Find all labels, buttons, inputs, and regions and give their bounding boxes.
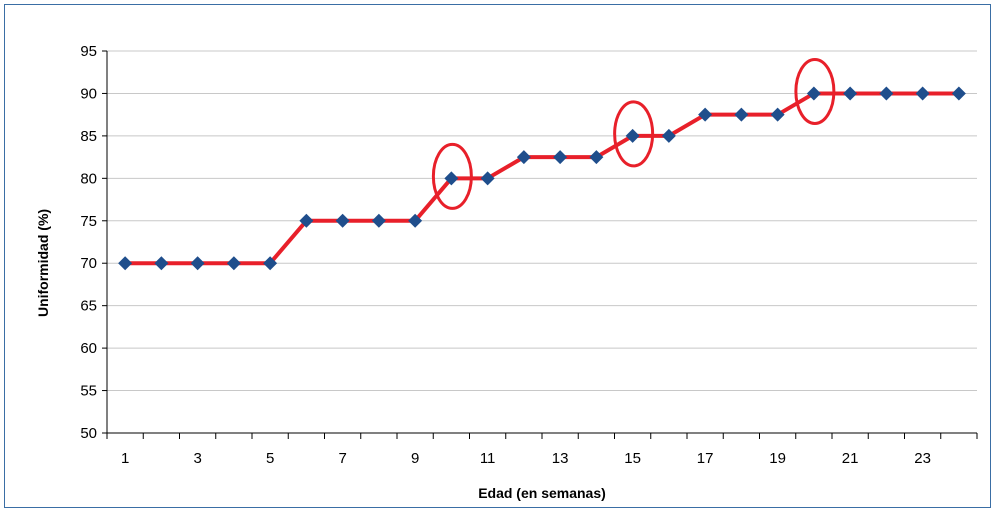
data-point-5 bbox=[263, 256, 278, 271]
y-tick-label-70: 70 bbox=[80, 255, 97, 272]
data-point-6 bbox=[299, 213, 314, 228]
x-tick-label-11: 11 bbox=[480, 450, 496, 467]
x-tick-label-9: 9 bbox=[411, 450, 419, 467]
axes bbox=[102, 50, 978, 439]
data-point-17 bbox=[698, 107, 713, 122]
x-tick-label-1: 1 bbox=[121, 450, 129, 467]
data-point-18 bbox=[734, 107, 749, 122]
x-tick-label-7: 7 bbox=[338, 450, 346, 467]
y-tick-label-95: 95 bbox=[80, 43, 97, 60]
x-axis-title: Edad (en semanas) bbox=[478, 485, 606, 501]
data-point-12 bbox=[516, 150, 531, 165]
data-point-16 bbox=[661, 128, 676, 143]
y-tick-label-85: 85 bbox=[80, 128, 97, 145]
data-point-22 bbox=[879, 86, 894, 101]
x-tick-label-17: 17 bbox=[697, 450, 714, 467]
highlight-circle-10 bbox=[431, 142, 473, 210]
data-point-23 bbox=[915, 86, 930, 101]
y-tick-label-50: 50 bbox=[80, 425, 97, 442]
x-tick-labels: 1 3 5 7 9 11 13 15 17 19 21 23 bbox=[121, 450, 931, 467]
y-tick-label-60: 60 bbox=[80, 340, 97, 357]
highlight-circle-20 bbox=[794, 57, 836, 125]
data-point-1 bbox=[118, 256, 133, 271]
y-axis-title: Uniformidad (%) bbox=[35, 209, 51, 317]
data-point-19 bbox=[770, 107, 785, 122]
grid-lines bbox=[107, 50, 977, 392]
data-point-2 bbox=[154, 256, 169, 271]
markers bbox=[118, 86, 966, 271]
y-tick-label-55: 55 bbox=[80, 383, 97, 400]
data-point-14 bbox=[589, 150, 604, 165]
data-point-15 bbox=[625, 128, 640, 143]
y-tick-label-75: 75 bbox=[80, 213, 97, 230]
x-tick-label-15: 15 bbox=[624, 450, 641, 467]
data-point-24 bbox=[951, 86, 966, 101]
y-tick-label-80: 80 bbox=[80, 170, 97, 187]
data-point-3 bbox=[190, 256, 205, 271]
y-tick-labels: 50 55 60 65 70 75 80 85 90 95 bbox=[80, 43, 97, 442]
x-tick-label-21: 21 bbox=[842, 450, 859, 467]
data-point-13 bbox=[553, 150, 568, 165]
data-point-8 bbox=[371, 213, 386, 228]
data-point-21 bbox=[843, 86, 858, 101]
x-tick-label-23: 23 bbox=[914, 450, 931, 467]
highlight-circles bbox=[431, 57, 836, 210]
y-tick-label-65: 65 bbox=[80, 298, 97, 315]
data-point-4 bbox=[226, 256, 241, 271]
data-point-7 bbox=[335, 213, 350, 228]
data-point-10 bbox=[444, 171, 459, 186]
x-tick-label-5: 5 bbox=[266, 450, 274, 467]
x-tick-label-19: 19 bbox=[769, 450, 786, 467]
chart-frame bbox=[4, 4, 991, 508]
data-point-11 bbox=[480, 171, 495, 186]
x-tick-label-3: 3 bbox=[193, 450, 201, 467]
data-point-9 bbox=[408, 213, 423, 228]
data-point-20 bbox=[806, 86, 821, 101]
y-tick-label-90: 90 bbox=[80, 85, 97, 102]
highlight-circle-15 bbox=[613, 100, 655, 168]
x-tick-label-13: 13 bbox=[552, 450, 569, 467]
